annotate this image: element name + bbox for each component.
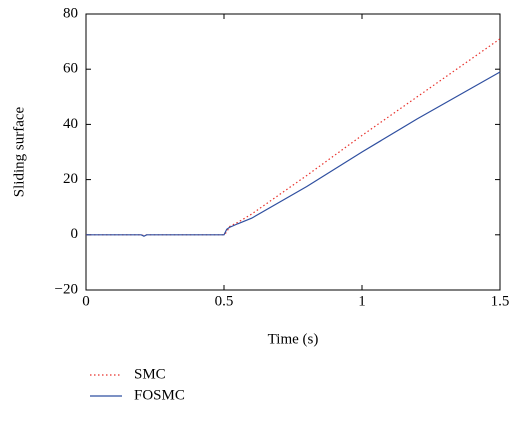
series-line bbox=[86, 38, 501, 237]
legend-label: FOSMC bbox=[134, 387, 185, 403]
series-line bbox=[86, 71, 501, 237]
x-tick-label: 0 bbox=[82, 293, 90, 309]
y-tick-label: 40 bbox=[63, 116, 78, 132]
y-tick-label: 0 bbox=[71, 226, 79, 242]
x-tick-label: 1 bbox=[358, 293, 366, 309]
y-axis-label: Sliding surface bbox=[11, 106, 27, 197]
x-tick-label: 0.5 bbox=[215, 293, 234, 309]
y-tick-label: 60 bbox=[63, 61, 78, 77]
x-tick-label: 1.5 bbox=[491, 293, 509, 309]
y-tick-label: −20 bbox=[55, 281, 78, 297]
legend-label: SMC bbox=[134, 366, 166, 382]
y-tick-label: 20 bbox=[63, 171, 78, 187]
y-tick-label: 80 bbox=[63, 5, 78, 21]
x-axis-label: Time (s) bbox=[268, 331, 319, 347]
plot-frame bbox=[85, 13, 501, 291]
